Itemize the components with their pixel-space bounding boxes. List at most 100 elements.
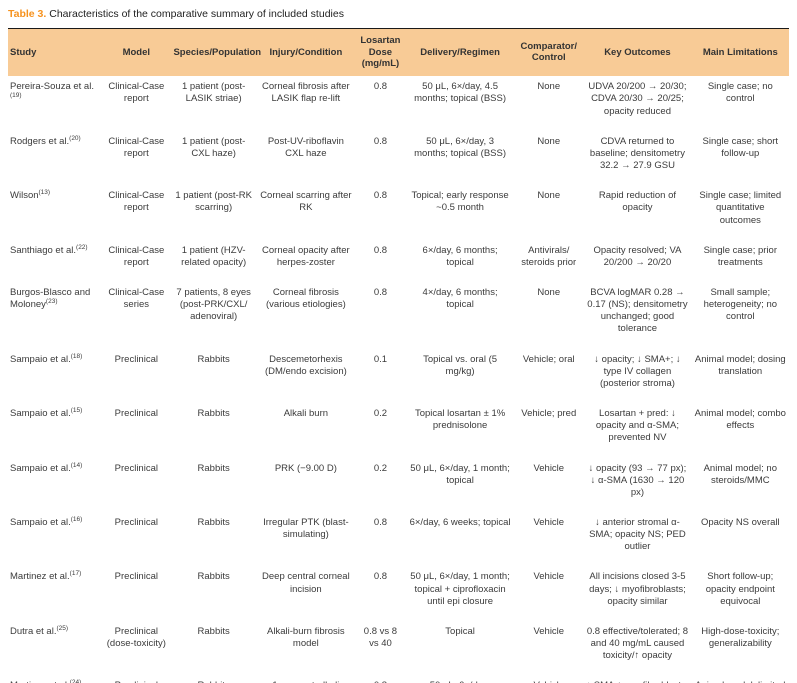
column-header-model: Model [122,46,151,58]
cell-model: Preclinical [114,517,158,529]
cell-losartan-dose: 0.8 vs 8 vs 40 [363,625,398,650]
cell-losartan-dose: 0.2 [373,462,388,474]
cell-key-outcomes: ↓ opacity; ↓ SMA+; ↓ type IV collagen (p… [594,353,681,389]
table-header: Study Model Species/Population Injury/Condi… [8,28,789,77]
cell-comparator-control: None [537,135,561,147]
cell-main-limitations: Animal model; no steroids/MMC [703,462,777,486]
cell-delivery-regimen: 50 μL, 6×/day, 3 months; topical (BSS) [414,135,507,159]
study-name: Rodgers et al. [10,135,70,147]
cell-losartan-dose: 0.8 [373,286,388,298]
cell-comparator-control: None [537,286,561,298]
cell-comparator-control: Vehicle; oral [522,353,575,365]
table-row: Martinez et al.(24)Preclinical (establis… [8,675,789,683]
table-row: Santhiago et al.(22) Clinical-Case report… [8,240,789,282]
cell-main-limitations: High-dose-toxicity; generalizability [701,625,780,650]
cell-study: Sampaio et al.(18) [8,349,102,403]
cell-study: Dutra et al.(25) [8,621,102,675]
cell-injury-condition: Alkali-burn fibrosis model [267,625,345,650]
study-reference: (14) [70,461,83,469]
table-header-row: Study Model Species/Population Injury/Condi… [8,28,789,77]
cell-comparator-control: Vehicle [533,462,565,474]
study-name: Martinez et al. [10,680,70,683]
cell-study: Sampaio et al.(15) [8,403,102,457]
cell-losartan-dose: 0.1 [373,353,388,365]
cell-injury-condition: Corneal fibrosis (various etiologies) [266,286,346,311]
cell-model: Clinical-Case report [108,244,165,268]
study-reference: (22) [76,243,88,251]
cell-delivery-regimen: Topical vs. oral (5 mg/kg) [423,353,498,377]
study-name: Wilson [10,190,39,202]
cell-study: Burgos-Blasco and Moloney(23) [8,282,102,349]
study-reference: (17) [69,570,82,578]
cell-losartan-dose: 0.8 [373,135,388,147]
cell-comparator-control: Vehicle [533,571,565,583]
cell-species-population: Rabbits [197,353,230,365]
cell-injury-condition: Corneal opacity after herpes-zoster [262,244,350,268]
cell-losartan-dose: 0.8 [355,675,406,683]
column-header-main-limitations: Main Limitations [702,46,778,58]
cell-species-population: 1 patient (post-RK scarring) [175,190,252,214]
study-name: Sampaio et al. [10,517,71,529]
study-reference: (18) [70,352,83,360]
column-header-losartan-dose-mg-ml: Losartan Dose (mg/mL) [360,34,401,70]
cell-key-outcomes: ↓ anterior stromal α-SMA; opacity NS; PE… [589,517,686,553]
cell-study: Sampaio et al.(16) [8,512,102,566]
table-row: Burgos-Blasco and Moloney(23) Clinical-Ca… [8,282,789,349]
table-row: Dutra et al.(25) Preclinical (dose-toxici… [8,621,789,675]
cell-losartan-dose: 0.8 [373,244,388,256]
cell-injury-condition: Deep central corneal incision [262,571,350,595]
study-name: Martinez et al. [10,571,70,583]
table-row: Rodgers et al.(20) Clinical-Case report 1 … [8,131,789,185]
cell-delivery-regimen: 6×/day, 6 weeks; topical [409,517,511,529]
cell-key-outcomes: Losartan + pred: ↓ opacity and α-SMA; pr… [595,408,680,444]
column-header-species-population: Species/Population [173,46,262,58]
cell-losartan-dose: 0.8 [373,190,388,202]
cell-injury-condition: Irregular PTK (blast-simulating) [263,517,349,541]
column-header-key-outcomes: Key Outcomes [604,46,671,58]
cell-key-outcomes: 0.8 effective/tolerated; 8 and 40 mg/mL … [586,625,689,662]
cell-main-limitations: Animal model; combo effects [694,408,786,432]
cell-key-outcomes: BCVA logMAR 0.28 → 0.17 (NS); densitomet… [587,286,688,335]
cell-key-outcomes: ↓ opacity (93 → 77 px); ↓ α-SMA (1630 → … [588,462,687,498]
table-row: Sampaio et al.(14) Preclinical Rabbits PRK … [8,458,789,512]
table-row: Sampaio et al.(18) Preclinical Rabbits Desc… [8,349,789,403]
cell-injury-condition: Corneal scarring after RK [260,190,352,214]
cell-key-outcomes: CDVA returned to baseline; densitometry … [589,135,685,172]
cell-species-population: Rabbits [197,625,230,637]
cell-main-limitations: Single case; short follow-up [702,135,779,159]
cell-main-limitations: Animal model; dosing translation [694,353,786,377]
cell-model: Preclinical (dose-toxicity) [106,625,166,650]
cell-species-population: 7 patients, 8 eyes (post-PRK/CXL/ adenov… [176,286,251,323]
cell-study: Wilson(13) [8,185,102,239]
table-row: Pereira-Souza et al.(19) Clinical-Case re… [8,76,789,130]
study-name: Pereira-Souza et al. [10,81,94,93]
comparative-summary-table: Study Model Species/Population Injury/Condi… [8,27,789,683]
cell-model: Preclinical (established fibrosis) [102,675,170,683]
cell-injury-condition: Descemetorhexis (DM/endo excision) [264,353,347,377]
cell-key-outcomes: UDVA 20/200 → 20/30; CDVA 20/30 → 20/25;… [588,81,687,117]
table-body: Pereira-Souza et al.(19) Clinical-Case re… [8,76,789,683]
cell-study: Martinez et al.(24) [8,675,102,683]
study-reference: (19) [10,92,22,100]
cell-delivery-regimen: Topical [445,625,475,637]
cell-main-limitations: Small sample; heterogeneity; no control [703,286,778,323]
cell-losartan-dose: 0.8 [373,571,388,583]
study-name: Dutra et al. [10,625,57,637]
table-caption: Table 3. Characteristics of the comparat… [8,8,789,22]
cell-model: Preclinical [114,408,158,420]
cell-species-population: Rabbits [170,675,256,683]
cell-model: Clinical-Case report [108,135,165,159]
cell-losartan-dose: 0.8 [373,517,388,529]
cell-comparator-control: Vehicle [514,675,583,683]
cell-delivery-regimen: 6×/day, 6 months; topical [422,244,498,268]
cell-injury-condition: 1-mo post-alkali established fibrosis [257,675,355,683]
cell-model: Preclinical [114,462,158,474]
cell-comparator-control: Vehicle [533,625,565,637]
cell-model: Clinical-Case report [108,81,165,105]
cell-species-population: Rabbits [197,408,230,420]
cell-species-population: Rabbits [197,571,230,583]
cell-delivery-regimen: 50 μL, 6×/day, 1 month; topical [410,462,510,486]
table-caption-text: Characteristics of the comparative summa… [46,8,344,20]
cell-species-population: Rabbits [197,462,230,474]
cell-delivery-regimen: 50 μL, 6×/day; assessed at 1 week and 1 … [406,675,514,683]
